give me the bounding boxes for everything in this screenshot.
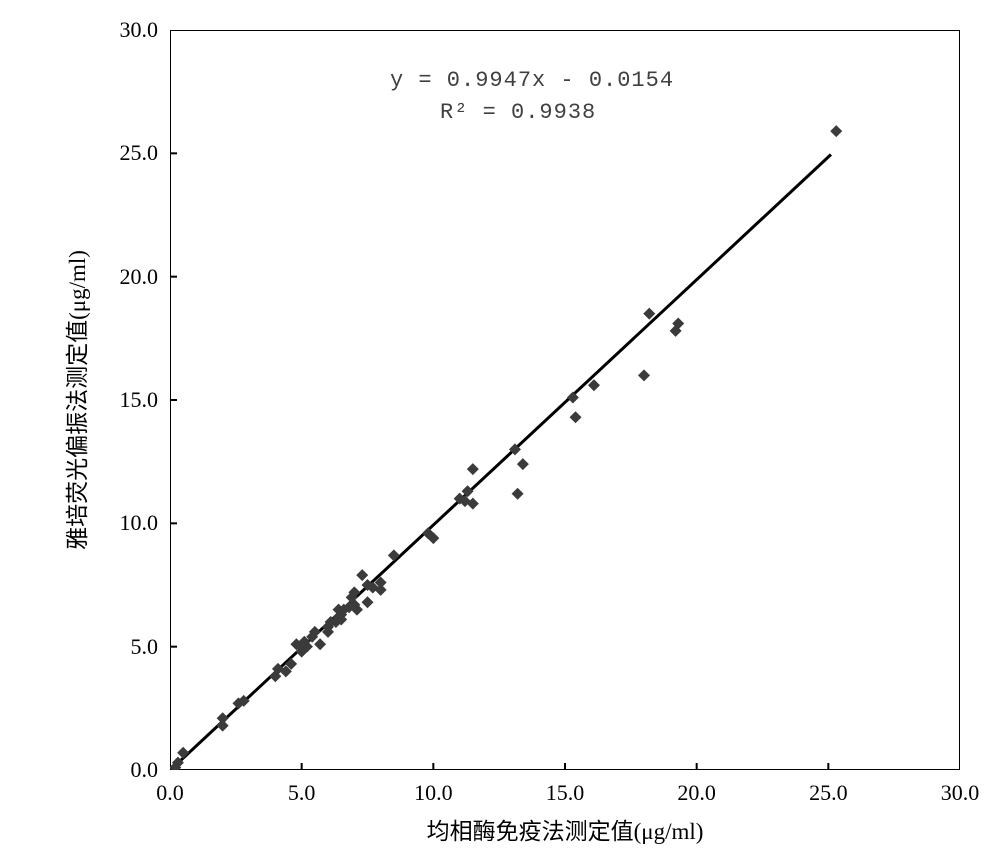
x-tick-label: 0.0 [156,780,184,806]
x-tick-label: 20.0 [677,780,716,806]
data-point [570,411,582,423]
data-point [314,638,326,650]
data-point [517,458,529,470]
data-point [217,712,229,724]
data-point [356,569,368,581]
y-tick-label: 10.0 [120,510,159,536]
y-tick-label: 5.0 [131,634,159,660]
y-tick-label: 30.0 [120,17,159,43]
y-tick-label: 20.0 [120,264,159,290]
data-point [177,747,189,759]
data-point [467,463,479,475]
plot-area [170,30,960,770]
x-tick-label: 25.0 [809,780,848,806]
data-point [567,392,579,404]
x-tick-label: 15.0 [546,780,585,806]
x-axis-label: 均相酶免疫法测定值(μg/ml) [427,812,704,846]
y-tick-label: 25.0 [120,140,159,166]
data-point [512,488,524,500]
x-tick-label: 10.0 [414,780,453,806]
scatter-plot-svg [170,30,960,770]
x-tick-label: 30.0 [941,780,980,806]
x-tick-label: 5.0 [288,780,316,806]
data-point [362,596,374,608]
y-tick-label: 0.0 [131,757,159,783]
y-axis-label: 雅培荧光偏振法测定值(μg/ml) [58,250,92,550]
y-tick-label: 15.0 [120,387,159,413]
data-point [830,125,842,137]
data-point [638,369,650,381]
scatter-figure: 雅培荧光偏振法测定值(μg/ml) 均相酶免疫法测定值(μg/ml) y = 0… [0,0,1000,867]
